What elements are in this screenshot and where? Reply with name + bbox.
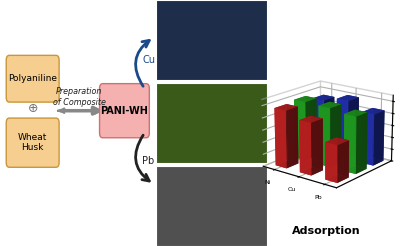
- FancyBboxPatch shape: [100, 84, 149, 138]
- Bar: [156, 83, 267, 163]
- FancyBboxPatch shape: [6, 55, 59, 102]
- Text: Preparation
of Composite: Preparation of Composite: [53, 88, 106, 107]
- Text: Ni: Ni: [156, 106, 166, 116]
- Text: Pb: Pb: [142, 156, 155, 166]
- Text: Wheat
Husk: Wheat Husk: [18, 133, 47, 152]
- Text: Adsorption: Adsorption: [292, 226, 360, 236]
- Text: ⊕: ⊕: [28, 102, 38, 115]
- Bar: [156, 166, 267, 246]
- Text: Polyaniline: Polyaniline: [8, 74, 57, 83]
- Bar: [156, 0, 267, 80]
- FancyBboxPatch shape: [6, 118, 59, 167]
- Text: Cu: Cu: [142, 55, 155, 65]
- Text: PANI-WH: PANI-WH: [100, 106, 148, 116]
